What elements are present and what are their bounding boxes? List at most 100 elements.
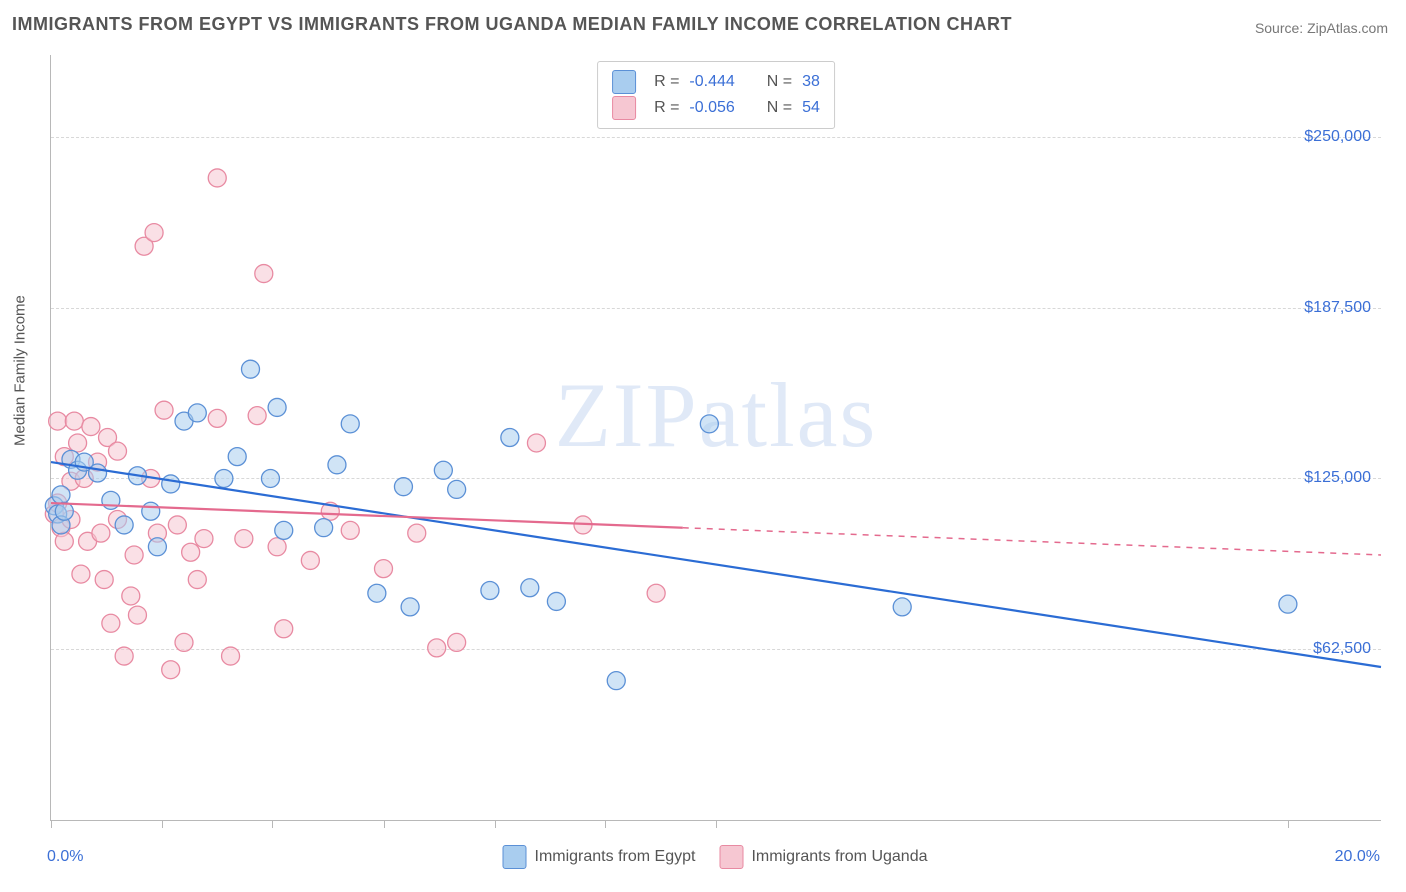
legend-N-value: 38 bbox=[802, 73, 820, 91]
data-point-uganda bbox=[49, 412, 67, 430]
x-tick bbox=[495, 820, 496, 828]
legend-N-label: N = bbox=[767, 73, 792, 91]
x-tick bbox=[162, 820, 163, 828]
y-axis-label: Median Family Income bbox=[12, 295, 29, 446]
data-point-uganda bbox=[128, 606, 146, 624]
trend-line-egypt bbox=[51, 462, 1381, 667]
data-point-uganda bbox=[69, 434, 87, 452]
data-point-uganda bbox=[188, 571, 206, 589]
data-point-egypt bbox=[328, 456, 346, 474]
data-point-egypt bbox=[268, 398, 286, 416]
x-tick bbox=[716, 820, 717, 828]
legend-row-uganda: R = -0.056 N = 54 bbox=[612, 96, 820, 120]
data-point-egypt bbox=[228, 448, 246, 466]
source-attribution: Source: ZipAtlas.com bbox=[1255, 20, 1388, 36]
data-point-uganda bbox=[175, 633, 193, 651]
legend-swatch-egypt bbox=[503, 845, 527, 869]
data-point-uganda bbox=[92, 524, 110, 542]
legend-R-label: R = bbox=[654, 99, 679, 117]
data-point-egypt bbox=[89, 464, 107, 482]
data-point-uganda bbox=[102, 614, 120, 632]
data-point-egypt bbox=[394, 478, 412, 496]
data-point-uganda bbox=[72, 565, 90, 583]
data-point-uganda bbox=[647, 584, 665, 602]
data-point-uganda bbox=[162, 661, 180, 679]
data-point-uganda bbox=[155, 401, 173, 419]
data-point-uganda bbox=[248, 407, 266, 425]
data-point-uganda bbox=[208, 409, 226, 427]
x-tick bbox=[1288, 820, 1289, 828]
data-point-egypt bbox=[162, 475, 180, 493]
data-point-uganda bbox=[145, 224, 163, 242]
data-point-egypt bbox=[315, 519, 333, 537]
bottom-legend-label: Immigrants from Egypt bbox=[535, 848, 696, 866]
legend-swatch-egypt bbox=[612, 70, 636, 94]
data-point-uganda bbox=[301, 551, 319, 569]
legend-swatch-uganda bbox=[612, 96, 636, 120]
legend-N-label: N = bbox=[767, 99, 792, 117]
data-point-uganda bbox=[182, 543, 200, 561]
data-point-uganda bbox=[208, 169, 226, 187]
data-point-egypt bbox=[700, 415, 718, 433]
legend-row-egypt: R = -0.444 N = 38 bbox=[612, 70, 820, 94]
bottom-legend-item-egypt: Immigrants from Egypt bbox=[503, 845, 696, 869]
data-point-egypt bbox=[401, 598, 419, 616]
data-point-uganda bbox=[428, 639, 446, 657]
plot-area: ZIPatlas $62,500$125,000$187,500$250,000… bbox=[50, 55, 1381, 821]
data-point-egypt bbox=[1279, 595, 1297, 613]
data-point-uganda bbox=[82, 418, 100, 436]
legend-R-value: -0.444 bbox=[689, 73, 734, 91]
data-point-uganda bbox=[122, 587, 140, 605]
x-max-label: 20.0% bbox=[1335, 848, 1380, 866]
data-point-egypt bbox=[115, 516, 133, 534]
data-point-uganda bbox=[527, 434, 545, 452]
data-point-uganda bbox=[55, 532, 73, 550]
data-point-egypt bbox=[547, 592, 565, 610]
data-point-egypt bbox=[521, 579, 539, 597]
trend-line-dashed-uganda bbox=[683, 528, 1381, 555]
correlation-legend: R = -0.444 N = 38 R = -0.056 N = 54 bbox=[597, 61, 835, 129]
x-min-label: 0.0% bbox=[47, 848, 83, 866]
data-point-uganda bbox=[115, 647, 133, 665]
data-point-egypt bbox=[448, 480, 466, 498]
bottom-legend-item-uganda: Immigrants from Uganda bbox=[719, 845, 927, 869]
data-point-uganda bbox=[168, 516, 186, 534]
data-point-egypt bbox=[275, 521, 293, 539]
x-tick bbox=[51, 820, 52, 828]
data-point-egypt bbox=[893, 598, 911, 616]
data-point-uganda bbox=[341, 521, 359, 539]
legend-R-value: -0.056 bbox=[689, 99, 734, 117]
data-point-egypt bbox=[52, 486, 70, 504]
x-axis-row: 0.0% Immigrants from EgyptImmigrants fro… bbox=[50, 840, 1380, 874]
scatter-svg bbox=[51, 55, 1381, 820]
x-tick bbox=[272, 820, 273, 828]
data-point-uganda bbox=[95, 571, 113, 589]
data-point-egypt bbox=[501, 429, 519, 447]
legend-N-value: 54 bbox=[802, 99, 820, 117]
data-point-egypt bbox=[242, 360, 260, 378]
data-point-uganda bbox=[268, 538, 286, 556]
data-point-egypt bbox=[188, 404, 206, 422]
x-tick bbox=[605, 820, 606, 828]
data-point-uganda bbox=[222, 647, 240, 665]
data-point-egypt bbox=[481, 582, 499, 600]
legend-R-label: R = bbox=[654, 73, 679, 91]
bottom-legend-label: Immigrants from Uganda bbox=[751, 848, 927, 866]
legend-swatch-uganda bbox=[719, 845, 743, 869]
x-tick bbox=[384, 820, 385, 828]
chart-container: IMMIGRANTS FROM EGYPT VS IMMIGRANTS FROM… bbox=[0, 0, 1406, 892]
data-point-egypt bbox=[607, 672, 625, 690]
data-point-uganda bbox=[125, 546, 143, 564]
data-point-uganda bbox=[195, 530, 213, 548]
data-point-egypt bbox=[261, 469, 279, 487]
data-point-uganda bbox=[255, 265, 273, 283]
data-point-egypt bbox=[341, 415, 359, 433]
data-point-uganda bbox=[65, 412, 83, 430]
data-point-uganda bbox=[448, 633, 466, 651]
chart-title: IMMIGRANTS FROM EGYPT VS IMMIGRANTS FROM… bbox=[12, 14, 1012, 35]
data-point-uganda bbox=[235, 530, 253, 548]
data-point-uganda bbox=[375, 560, 393, 578]
series-legend: Immigrants from Egypt Immigrants from Uga… bbox=[503, 845, 928, 869]
data-point-uganda bbox=[408, 524, 426, 542]
data-point-egypt bbox=[148, 538, 166, 556]
